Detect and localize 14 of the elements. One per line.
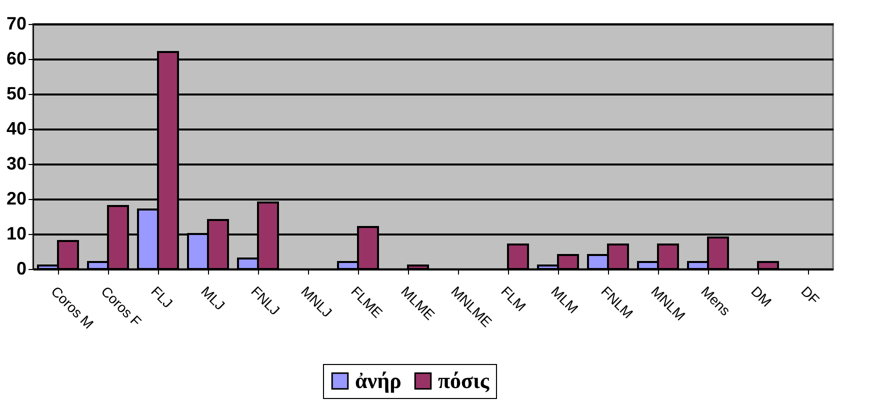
y-tick-label: 50 xyxy=(6,84,26,104)
y-tick-label: 40 xyxy=(6,118,26,138)
legend-label: ἀνήρ xyxy=(355,368,402,393)
y-tick-label: 70 xyxy=(6,14,26,34)
x-tick-label: DF xyxy=(798,283,823,308)
x-tick-label: DM xyxy=(748,283,775,310)
x-tick-label: FLJ xyxy=(148,283,176,311)
y-tick-label: 60 xyxy=(6,48,26,68)
x-tick-label: MLJ xyxy=(198,283,228,314)
y-tick-label: 20 xyxy=(6,188,26,208)
y-tick-label: 30 xyxy=(6,154,26,174)
y-tick-label: 0 xyxy=(16,258,26,278)
legend-label: πόσις xyxy=(438,368,490,393)
y-tick-label: 10 xyxy=(6,224,26,244)
